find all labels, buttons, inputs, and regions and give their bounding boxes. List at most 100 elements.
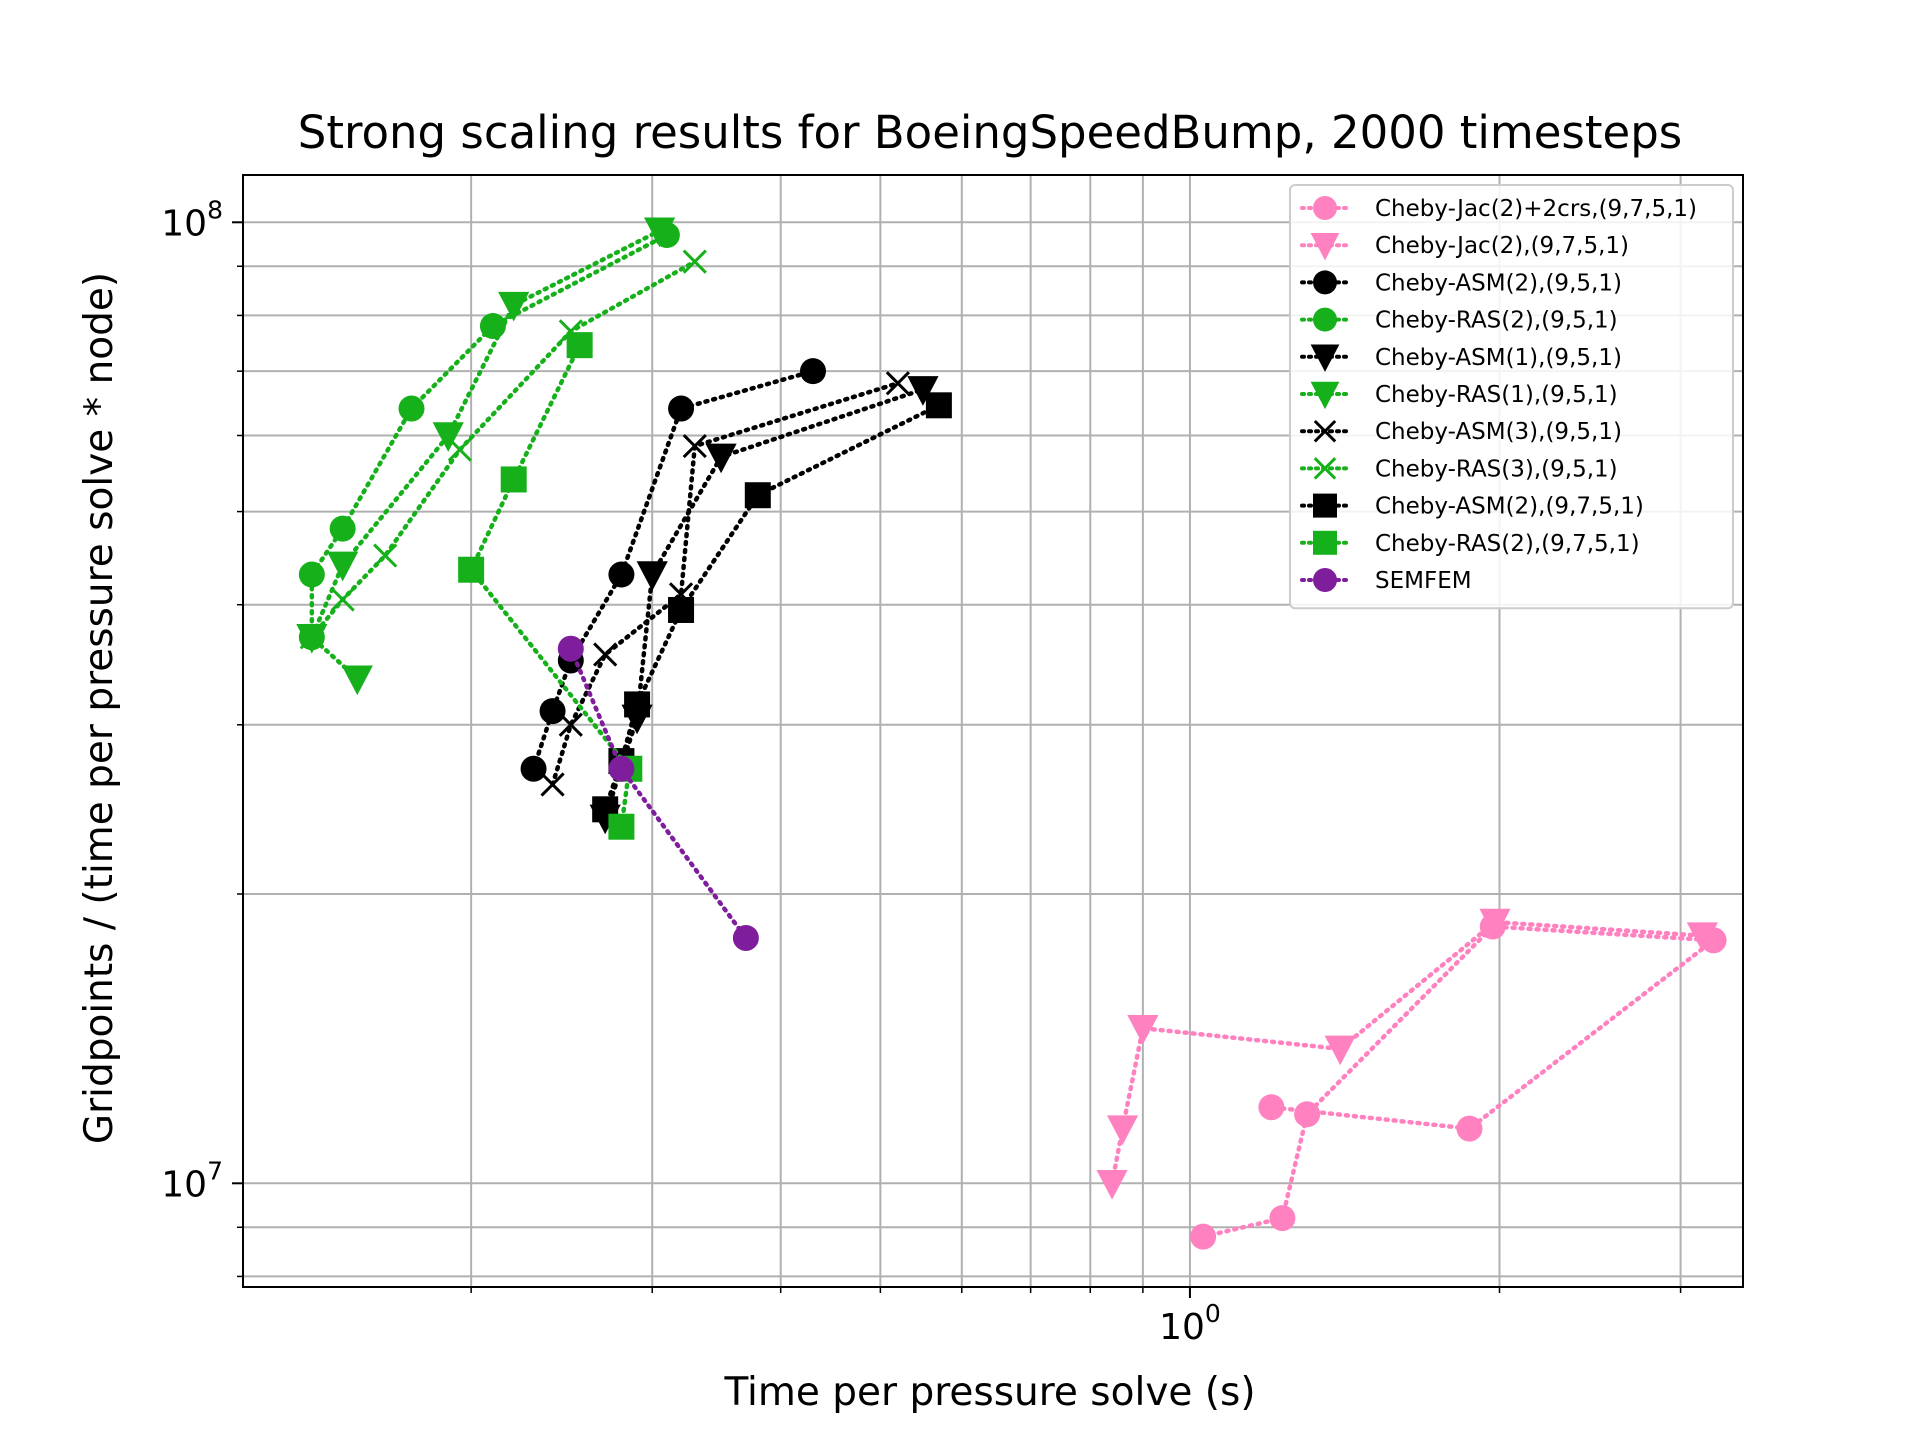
data-point — [540, 772, 565, 797]
data-point — [800, 358, 827, 385]
legend-label: Cheby-ASM(1),(9,5,1) — [1375, 345, 1622, 371]
legend-entry: Cheby-Jac(2),(9,7,5,1) — [1300, 232, 1629, 261]
legend-label: Cheby-RAS(3),(9,5,1) — [1375, 456, 1618, 482]
data-point — [327, 551, 359, 582]
data-point — [608, 561, 635, 588]
legend-label: Cheby-ASM(2),(9,5,1) — [1375, 270, 1622, 296]
data-point — [608, 755, 635, 782]
legend-marker — [1313, 568, 1337, 592]
data-point — [498, 291, 530, 322]
data-point — [1106, 1115, 1139, 1145]
legend-marker — [1310, 232, 1340, 261]
series-1 — [1096, 908, 1718, 1200]
data-point — [298, 561, 325, 588]
data-point — [373, 543, 398, 568]
data-point — [668, 596, 695, 623]
legend-entry: SEMFEM — [1300, 568, 1472, 594]
legend-label: Cheby-ASM(2),(9,7,5,1) — [1375, 494, 1644, 520]
data-point — [398, 395, 425, 422]
data-point — [732, 924, 759, 951]
data-point — [447, 437, 472, 462]
y-tick-label: 107 — [161, 1156, 223, 1205]
data-point — [925, 392, 952, 419]
chart-title: Strong scaling results for BoeingSpeedBu… — [298, 106, 1682, 159]
legend-marker — [1313, 307, 1337, 332]
legend-marker — [1313, 270, 1337, 295]
data-point — [907, 376, 939, 406]
x-axis-label: Time per pressure solve (s) — [723, 1370, 1255, 1415]
legend-label: Cheby-RAS(1),(9,5,1) — [1375, 382, 1618, 408]
data-point — [1294, 1101, 1321, 1128]
legend-entry: Cheby-Jac(2)+2crs,(9,7,5,1) — [1300, 196, 1697, 222]
data-point — [682, 249, 707, 274]
axis-ticks: 100 107 108 — [161, 195, 1682, 1348]
series-6 — [540, 371, 910, 797]
legend-label: Cheby-Jac(2)+2crs,(9,7,5,1) — [1375, 196, 1697, 222]
legend-marker — [1313, 457, 1337, 480]
data-point — [1190, 1223, 1217, 1250]
series-line — [309, 232, 670, 640]
series-10 — [557, 635, 759, 951]
data-point — [608, 813, 635, 840]
plot-frame — [242, 174, 1744, 1288]
data-point — [432, 422, 464, 452]
data-point — [705, 443, 737, 474]
legend-marker — [1310, 344, 1340, 372]
legend-entry: Cheby-ASM(2),(9,7,5,1) — [1300, 493, 1644, 520]
legend-entry: Cheby-RAS(2),(9,5,1) — [1300, 307, 1618, 334]
legend-box — [1289, 184, 1734, 610]
data-point — [1127, 1014, 1159, 1045]
legend-entry: Cheby-ASM(1),(9,5,1) — [1300, 344, 1622, 372]
legend-entry: Cheby-RAS(3),(9,5,1) — [1300, 456, 1618, 482]
data-point — [566, 332, 593, 359]
data-point — [329, 515, 356, 542]
data-point — [299, 625, 324, 650]
data-point — [539, 698, 566, 725]
data-point — [479, 312, 506, 339]
data-point — [520, 755, 547, 782]
series-7 — [299, 249, 707, 650]
y-tick-label: 108 — [161, 195, 223, 244]
series-layer — [296, 217, 1727, 1250]
data-point — [744, 482, 771, 509]
legend-entry: Cheby-ASM(3),(9,5,1) — [1300, 419, 1622, 445]
data-point — [1479, 908, 1511, 939]
legend-marker — [1310, 381, 1340, 410]
data-point — [1096, 1170, 1128, 1200]
data-point — [1324, 1035, 1356, 1066]
data-point — [668, 395, 695, 422]
data-point — [682, 433, 707, 459]
data-point — [593, 642, 618, 667]
data-point — [624, 691, 651, 718]
data-point — [330, 587, 355, 612]
data-point — [1686, 922, 1718, 953]
legend-label: SEMFEM — [1375, 568, 1472, 594]
data-point — [557, 635, 584, 662]
data-point — [341, 665, 373, 696]
legend-marker — [1313, 530, 1337, 555]
legend-marker — [1313, 493, 1337, 518]
data-point — [1269, 1205, 1296, 1232]
data-point — [885, 371, 910, 396]
legend-label: Cheby-Jac(2),(9,7,5,1) — [1375, 233, 1629, 259]
legend: Cheby-Jac(2)+2crs,(9,7,5,1) Cheby-Jac(2),… — [1289, 184, 1734, 610]
x-tick-label: 100 — [1159, 1299, 1221, 1348]
data-point — [1258, 1094, 1285, 1121]
legend-marker — [1313, 419, 1337, 443]
legend-label: Cheby-RAS(2),(9,7,5,1) — [1375, 531, 1640, 557]
legend-label: Cheby-ASM(3),(9,5,1) — [1375, 419, 1622, 445]
data-point — [644, 217, 676, 248]
data-point — [500, 466, 527, 493]
data-point — [1456, 1115, 1483, 1142]
data-point — [458, 556, 485, 583]
y-axis-label: Gridpoints / (time per pressure solve * … — [77, 272, 122, 1144]
legend-entry: Cheby-RAS(1),(9,5,1) — [1300, 381, 1618, 410]
legend-entry: Cheby-ASM(2),(9,5,1) — [1300, 270, 1622, 296]
legend-entry: Cheby-RAS(2),(9,7,5,1) — [1300, 530, 1640, 557]
series-line — [550, 381, 901, 787]
data-point — [558, 712, 583, 737]
legend-marker — [1313, 196, 1337, 220]
data-point — [636, 561, 668, 591]
legend-label: Cheby-RAS(2),(9,5,1) — [1375, 308, 1618, 334]
